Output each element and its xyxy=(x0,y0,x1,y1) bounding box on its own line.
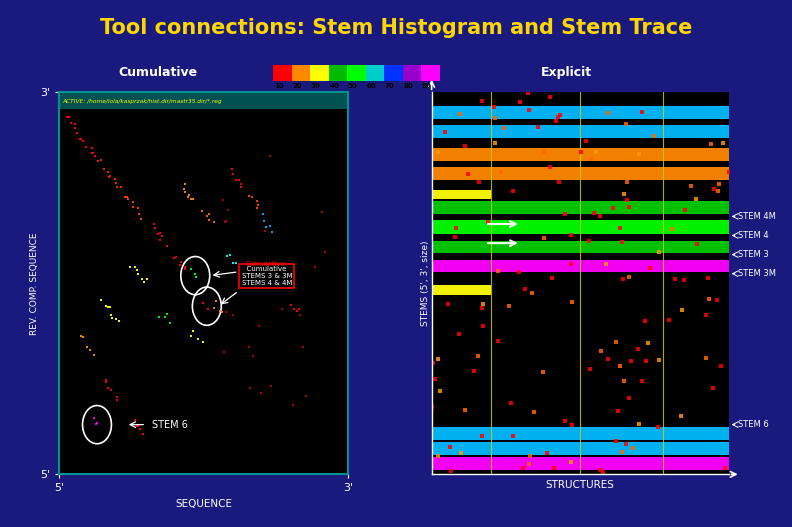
Bar xyxy=(432,285,491,295)
Bar xyxy=(432,190,491,199)
Bar xyxy=(432,220,729,233)
Text: 40: 40 xyxy=(329,83,339,89)
Bar xyxy=(432,442,729,455)
Bar xyxy=(59,92,348,110)
Y-axis label: STEMS (5', 3', size): STEMS (5', 3', size) xyxy=(421,240,430,326)
Text: STEM 6: STEM 6 xyxy=(152,419,188,430)
Text: STEM 4M: STEM 4M xyxy=(737,212,775,221)
Text: 20: 20 xyxy=(292,83,302,89)
Bar xyxy=(432,148,729,161)
Bar xyxy=(432,105,729,119)
Bar xyxy=(432,426,729,440)
Text: STEM 4: STEM 4 xyxy=(737,231,768,240)
Bar xyxy=(432,201,729,214)
Text: 60: 60 xyxy=(367,83,376,89)
Text: Cumulative: Cumulative xyxy=(246,261,286,267)
X-axis label: SEQUENCE: SEQUENCE xyxy=(176,499,232,509)
Bar xyxy=(432,167,729,180)
Text: 50: 50 xyxy=(348,83,357,89)
Text: 90: 90 xyxy=(422,83,432,89)
Bar xyxy=(432,260,729,272)
Bar xyxy=(432,241,729,253)
Text: 70: 70 xyxy=(385,83,394,89)
Text: STEM 3M: STEM 3M xyxy=(737,269,775,278)
Text: Cumulative: Cumulative xyxy=(119,66,198,79)
Text: ACTIVE: /home/lola/kasprzak/hist.dir/mastr35.dir/*.reg: ACTIVE: /home/lola/kasprzak/hist.dir/mas… xyxy=(63,99,222,104)
Bar xyxy=(432,457,729,471)
Text: 80: 80 xyxy=(403,83,413,89)
Text: STEM 3: STEM 3 xyxy=(737,250,768,259)
X-axis label: STRUCTURES: STRUCTURES xyxy=(546,480,615,490)
Text: Tool connections: Stem Histogram and Stem Trace: Tool connections: Stem Histogram and Ste… xyxy=(100,18,692,38)
Text: Cumulative
STEMS 3 & 3M
STEMS 4 & 4M: Cumulative STEMS 3 & 3M STEMS 4 & 4M xyxy=(242,266,292,286)
Text: Explicit: Explicit xyxy=(541,66,592,79)
Text: 10: 10 xyxy=(274,83,284,89)
Text: 30: 30 xyxy=(311,83,321,89)
Y-axis label: REV. COMP. SEQUENCE: REV. COMP. SEQUENCE xyxy=(30,232,39,335)
Text: STEM 6: STEM 6 xyxy=(737,420,768,429)
Bar xyxy=(432,125,729,138)
